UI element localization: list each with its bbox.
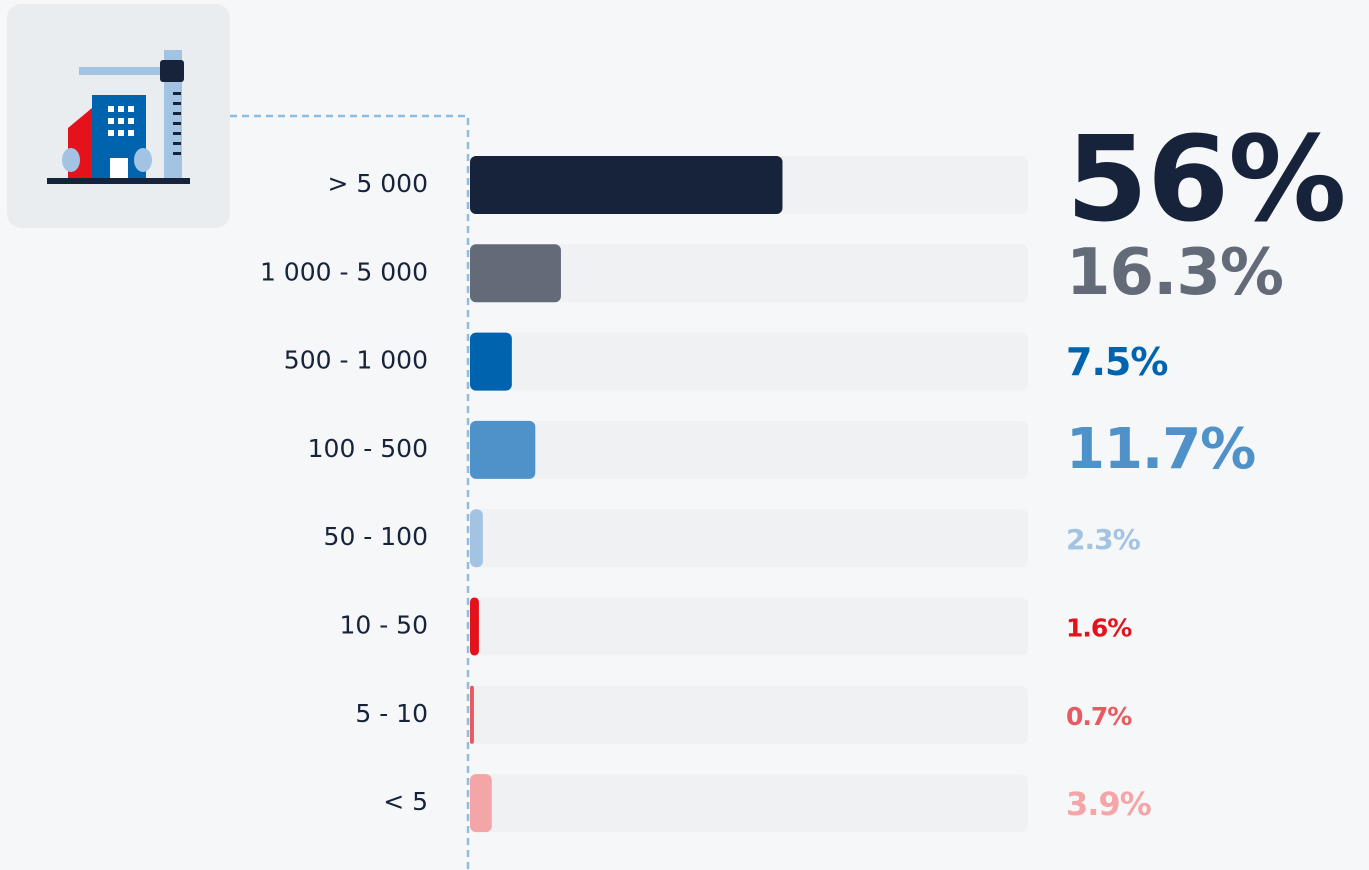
bar	[470, 685, 474, 744]
bar-track	[470, 332, 1028, 391]
bar-track	[470, 420, 1028, 479]
category-label: 5 - 10	[355, 699, 428, 728]
category-label: 1 000 - 5 000	[260, 257, 428, 286]
bar-track	[470, 509, 1028, 568]
category-label: < 5	[383, 787, 428, 816]
value-label: 3.9%	[1066, 785, 1152, 823]
value-label: 2.3%	[1066, 523, 1141, 556]
bar-track	[470, 685, 1028, 744]
bar-track	[470, 597, 1028, 656]
category-label: 50 - 100	[324, 522, 428, 551]
value-label: 11.7%	[1066, 417, 1255, 482]
bar	[470, 332, 512, 391]
value-label: 7.5%	[1066, 340, 1167, 384]
value-label: 1.6%	[1066, 614, 1132, 643]
value-label: 56%	[1066, 110, 1345, 248]
bar	[470, 156, 783, 214]
bar	[470, 774, 492, 833]
category-label: > 5 000	[328, 169, 428, 198]
connector-line	[230, 114, 470, 870]
category-label: 10 - 50	[339, 611, 428, 640]
value-label: 0.7%	[1066, 702, 1132, 731]
bar-track	[470, 244, 1028, 303]
bar	[470, 509, 483, 568]
bar	[470, 420, 536, 479]
bar	[470, 244, 561, 303]
bar	[470, 597, 479, 656]
icon	[7, 4, 230, 228]
category-label: 100 - 500	[308, 434, 428, 463]
value-label: 16.3%	[1066, 236, 1283, 310]
bar-track	[470, 774, 1028, 833]
category-label: 500 - 1 000	[284, 346, 428, 375]
